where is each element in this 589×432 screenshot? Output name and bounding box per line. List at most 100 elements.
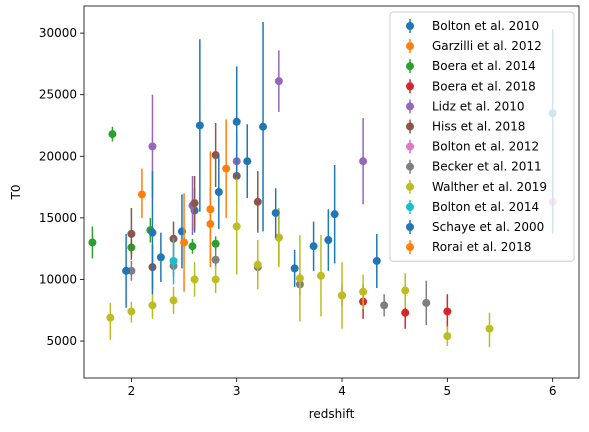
legend-label: Lidz et al. 2010 xyxy=(432,99,525,113)
legend-marker xyxy=(406,42,414,51)
legend-entry: Lidz et al. 2010 xyxy=(406,99,525,114)
legend-label: Boera et al. 2014 xyxy=(432,59,536,73)
data-point xyxy=(211,255,220,264)
legend-entry: Walther et al. 2019 xyxy=(406,179,547,194)
y-tick-label: 25000 xyxy=(39,88,77,102)
legend-entry: Hiss et al. 2018 xyxy=(406,119,525,134)
data-point xyxy=(148,228,157,237)
data-point xyxy=(422,298,431,307)
legend-entry: Rorai et al. 2018 xyxy=(406,240,531,255)
data-point xyxy=(259,122,268,131)
data-point xyxy=(206,205,215,214)
legend-entry: Bolton et al. 2010 xyxy=(406,19,539,33)
plot-frame xyxy=(83,5,580,379)
legend-entry: Boera et al. 2018 xyxy=(406,79,536,94)
data-point xyxy=(485,324,494,333)
data-point xyxy=(211,275,220,284)
data-point xyxy=(232,117,241,126)
legend-marker xyxy=(406,62,414,71)
data-point xyxy=(401,286,410,295)
series-11 xyxy=(180,151,215,292)
data-point xyxy=(324,236,333,245)
legend-marker xyxy=(406,202,414,211)
data-point xyxy=(316,271,325,280)
data-point xyxy=(156,253,165,262)
x-axis: 2 3 4 5 6 xyxy=(128,378,557,398)
y-tick-label: 10000 xyxy=(39,272,77,286)
y-tick-label: 15000 xyxy=(39,211,77,225)
data-point xyxy=(127,229,136,238)
legend-label: Schaye et al. 2000 xyxy=(432,220,544,234)
data-point xyxy=(127,307,136,316)
data-point xyxy=(380,301,389,310)
legend-marker xyxy=(406,122,414,131)
data-point xyxy=(195,121,204,130)
legend-label: Becker et al. 2011 xyxy=(432,160,542,174)
data-point xyxy=(169,256,178,265)
y-axis-label: T0 xyxy=(9,185,23,201)
data-point xyxy=(359,287,368,296)
data-point xyxy=(148,142,157,151)
legend-marker xyxy=(406,22,414,30)
data-point xyxy=(222,164,231,173)
data-point xyxy=(108,130,117,139)
data-point xyxy=(295,274,304,283)
x-axis-label: redshift xyxy=(309,407,355,421)
series-9 xyxy=(169,237,178,285)
data-point xyxy=(253,260,262,269)
legend-marker xyxy=(406,162,414,171)
data-point xyxy=(338,291,347,300)
data-point xyxy=(309,242,318,251)
x-tick-label: 6 xyxy=(549,384,557,398)
x-tick-label: 5 xyxy=(444,384,452,398)
data-point xyxy=(290,264,299,273)
data-point xyxy=(188,242,197,251)
data-point xyxy=(443,307,452,316)
legend-label: Rorai et al. 2018 xyxy=(432,240,531,254)
data-point xyxy=(122,266,131,275)
data-point xyxy=(274,77,283,86)
legend-marker xyxy=(406,223,414,231)
data-point xyxy=(148,301,157,310)
legend-entry: Garzilli et al. 2012 xyxy=(406,39,542,54)
legend-entry: Schaye et al. 2000 xyxy=(406,220,544,234)
legend-marker xyxy=(406,243,414,252)
data-point xyxy=(372,256,381,265)
x-tick-label: 2 xyxy=(128,384,136,398)
data-point xyxy=(232,222,241,231)
legend-entry: Bolton et al. 2014 xyxy=(406,199,539,214)
legend-marker xyxy=(406,102,414,111)
data-point xyxy=(330,210,339,219)
legend-label: Bolton et al. 2014 xyxy=(432,200,539,214)
data-point xyxy=(214,188,223,196)
data-point xyxy=(243,157,252,166)
data-point xyxy=(274,233,283,242)
legend-box xyxy=(389,11,575,262)
data-point xyxy=(211,151,220,160)
data-point xyxy=(359,157,368,166)
legend-marker xyxy=(406,82,414,91)
y-tick-label: 20000 xyxy=(39,149,77,163)
y-tick-label: 5000 xyxy=(46,334,77,348)
x-tick-label: 3 xyxy=(233,384,241,398)
legend-entry: Bolton et al. 2012 xyxy=(406,139,539,154)
legend-entry: Boera et al. 2014 xyxy=(406,59,536,74)
y-tick-label: 30000 xyxy=(39,26,77,40)
data-point xyxy=(443,332,452,341)
data-layer xyxy=(88,22,557,348)
data-point xyxy=(253,197,262,206)
legend-marker xyxy=(406,142,414,151)
legend: Bolton et al. 2010 Garzilli et al. 2012 Bo… xyxy=(389,11,575,262)
legend-label: Garzilli et al. 2012 xyxy=(432,39,542,53)
legend-label: Bolton et al. 2010 xyxy=(432,19,539,33)
data-point xyxy=(190,275,199,284)
legend-label: Hiss et al. 2018 xyxy=(432,120,525,134)
data-point xyxy=(180,238,189,247)
data-point xyxy=(169,296,178,305)
data-point xyxy=(190,199,199,208)
x-tick-label: 4 xyxy=(338,384,346,398)
data-point xyxy=(271,208,280,217)
legend-label: Walther et al. 2019 xyxy=(432,180,547,194)
data-point xyxy=(211,239,220,248)
